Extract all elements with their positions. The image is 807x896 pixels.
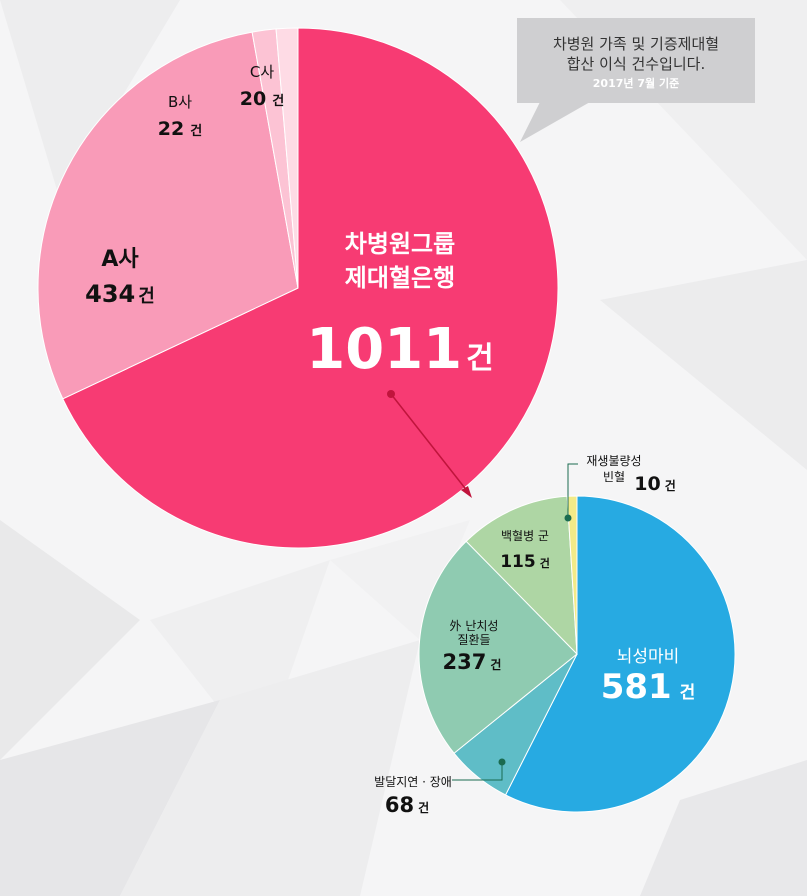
slice-label-3: C사 20 건 xyxy=(240,63,284,110)
slice-value: 22 건 xyxy=(158,118,202,140)
slice-value: 581 건 xyxy=(601,667,696,707)
slice-value: 237 건 xyxy=(443,650,502,674)
pie-slice-3 xyxy=(465,495,578,656)
pie-slice-1 xyxy=(37,31,299,400)
slice-name: 빈혈 xyxy=(603,470,625,484)
slice-name: 外 난치성 xyxy=(450,619,499,633)
callout-box: 차병원 가족 및 기증제대혈 합산 이식 건수입니다. 2017년 7월 기준 xyxy=(517,18,755,142)
callout-line3: 2017년 7월 기준 xyxy=(593,76,679,90)
slice-label-1: 발달지연 · 장애 68 건 xyxy=(374,775,452,817)
pie-slice-4 xyxy=(566,495,578,655)
slice-name: 질환들 xyxy=(457,633,490,647)
pie-slice-0 xyxy=(504,495,736,813)
callout-line2: 합산 이식 건수입니다. xyxy=(567,55,706,73)
pie-slice-2 xyxy=(418,540,578,754)
callout-pointer xyxy=(520,102,590,142)
slice-name: B사 xyxy=(168,93,192,111)
slice-name: 차병원그룹 xyxy=(345,230,455,258)
slice-name: 백혈병 군 xyxy=(501,529,549,543)
connector-arrow xyxy=(387,390,472,498)
leader-lines xyxy=(452,463,578,781)
callout-background xyxy=(517,18,755,103)
slice-value: 10 건 xyxy=(634,473,676,495)
slice-label-1: A사 434 건 xyxy=(85,247,155,308)
pie-slice-3 xyxy=(275,27,299,289)
slice-name: 발달지연 · 장애 xyxy=(374,775,452,789)
slice-name: A사 xyxy=(101,247,139,272)
slice-value: 20 건 xyxy=(240,88,284,110)
slice-value: 68 건 xyxy=(385,793,429,817)
pie-slice-0 xyxy=(62,27,559,549)
slice-value: 1011 건 xyxy=(306,317,493,382)
slice-name: 제대혈은행 xyxy=(345,264,455,292)
slice-label-3: 백혈병 군 115 건 xyxy=(500,529,550,572)
slice-name: 뇌성마비 xyxy=(617,647,680,667)
slice-value: 115 건 xyxy=(500,552,550,572)
callout-line1: 차병원 가족 및 기증제대혈 xyxy=(553,35,719,53)
slice-name: C사 xyxy=(250,63,274,81)
slice-label-2: B사 22 건 xyxy=(158,93,202,140)
slice-name: 재생불량성 xyxy=(586,454,641,468)
slice-value: 434 건 xyxy=(85,280,155,308)
